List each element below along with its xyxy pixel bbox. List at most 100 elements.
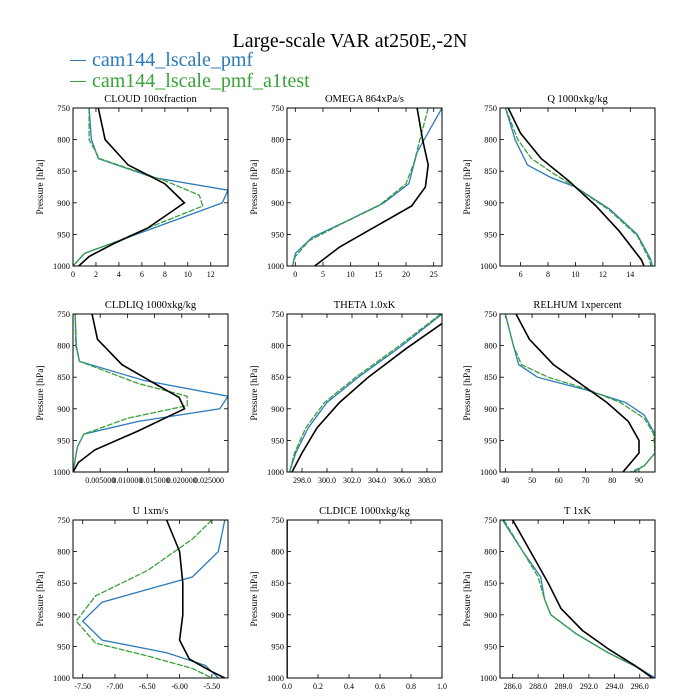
x-tick-label: 302.0 [343,476,361,485]
y-tick-label: 850 [484,578,497,588]
y-tick-label: 750 [271,309,284,319]
x-tick-label: 292.0 [580,682,598,691]
y-tick-label: 750 [484,515,497,525]
y-tick-label: 850 [57,578,70,588]
panel-title: CLOUD 100xfraction [104,94,197,105]
x-tick-label: -5.50 [204,682,221,691]
series-line [75,520,213,678]
series-line [73,314,188,472]
y-tick-label: 800 [57,135,70,145]
y-tick-label: 900 [271,198,284,208]
y-axis-label: Pressure [hPa] [36,571,46,626]
series-line [288,314,442,472]
series-line [73,108,228,266]
figure-title: Large-scale VAR at250E,-2N [232,30,468,52]
y-tick-label: 800 [57,341,70,351]
x-tick-label: -7.50 [74,682,91,691]
y-tick-label: 1000 [267,261,284,271]
panel-frame [72,313,229,473]
panel-title: OMEGA 864xPa/s [325,94,404,105]
y-tick-label: 950 [271,229,284,239]
y-tick-label: 900 [484,610,497,620]
y-tick-label: 750 [271,103,284,113]
panel: RELHUM 1xpercent Pressure [hPa] 750 800 850 9… [463,300,656,485]
x-tick-label: 5 [321,270,325,279]
series-line [504,108,653,266]
panel-frame [499,519,656,679]
x-tick-label: 2 [94,270,98,279]
y-tick-label: 850 [57,372,70,382]
y-tick-label: 750 [271,515,284,525]
y-tick-label: 750 [57,309,70,319]
y-axis-label: Pressure [hPa] [36,159,46,214]
x-tick-label: 298.0 [293,476,311,485]
y-tick-label: 850 [271,372,284,382]
panel-frame [72,107,229,267]
y-tick-label: 850 [271,166,284,176]
y-tick-label: 950 [484,229,497,239]
y-axis-label: Pressure [hPa] [463,365,473,420]
series-line [507,108,645,266]
x-tick-label: -7.00 [107,682,124,691]
panel-frame [286,519,443,679]
y-tick-label: 900 [57,198,70,208]
legend-line-swatch [70,60,86,61]
x-tick-label: 10 [571,270,579,279]
x-tick-label: 10 [184,270,192,279]
series-line [291,108,429,266]
panel: T 1xK Pressure [hPa] 750 800 850 900 950 1000 28… [463,506,656,691]
y-tick-label: 1000 [267,467,284,477]
x-tick-label: 60 [555,476,563,485]
panel-title: RELHUM 1xpercent [533,300,621,311]
y-tick-label: 900 [57,610,70,620]
x-tick-label: 300.0 [318,476,336,485]
y-tick-label: 1000 [480,261,497,271]
y-tick-label: 900 [271,610,284,620]
series-line [73,314,228,472]
legend-entry: cam144_lscale_pmf [70,50,310,71]
panel: OMEGA 864xPa/s Pressure [hPa] 750 800 850 900… [250,94,443,279]
y-axis-label: Pressure [hPa] [250,365,260,420]
y-tick-label: 1000 [480,673,497,683]
x-tick-label: 0.025000 [194,476,224,485]
x-tick-label: 15 [374,270,382,279]
x-tick-label: 0.2 [313,682,323,691]
y-tick-label: 750 [57,515,70,525]
y-axis-label: Pressure [hPa] [463,571,473,626]
x-tick-label: -6.50 [139,682,156,691]
x-tick-label: 8 [546,270,550,279]
x-tick-label: 294.0 [605,682,623,691]
x-tick-label: 12 [599,270,607,279]
panel-title: T 1xK [564,506,591,517]
x-tick-label: 0.4 [344,682,354,691]
x-tick-label: 25 [430,270,438,279]
y-axis-label: Pressure [hPa] [250,571,260,626]
y-tick-label: 950 [57,229,70,239]
y-tick-label: 800 [271,547,284,557]
y-tick-label: 850 [484,166,497,176]
x-tick-label: 304.0 [368,476,386,485]
x-tick-label: 289.0 [555,682,573,691]
series-line [504,108,652,266]
x-tick-label: 8 [163,270,167,279]
x-tick-label: 40 [501,476,509,485]
legend: cam144_lscale_pmf cam144_lscale_pmf_a1te… [70,50,310,92]
panel-frame [72,519,229,679]
y-tick-label: 750 [57,103,70,113]
series-line [165,520,226,678]
x-tick-label: 20 [402,270,410,279]
x-tick-label: 70 [582,476,590,485]
x-tick-label: 0 [71,270,75,279]
x-tick-label: 4 [117,270,121,279]
y-tick-label: 750 [484,103,497,113]
x-tick-label: 50 [528,476,536,485]
panel: THETA 1.0xK Pressure [hPa] 750 800 850 900 950… [250,300,443,485]
y-tick-label: 1000 [267,673,284,683]
series-line [512,520,653,678]
legend-line-swatch [70,81,86,82]
panel-title: CLDLIQ 1000xkg/kg [105,300,197,311]
y-tick-label: 1000 [53,261,70,271]
y-axis-label: Pressure [hPa] [36,365,46,420]
y-tick-label: 950 [271,435,284,445]
